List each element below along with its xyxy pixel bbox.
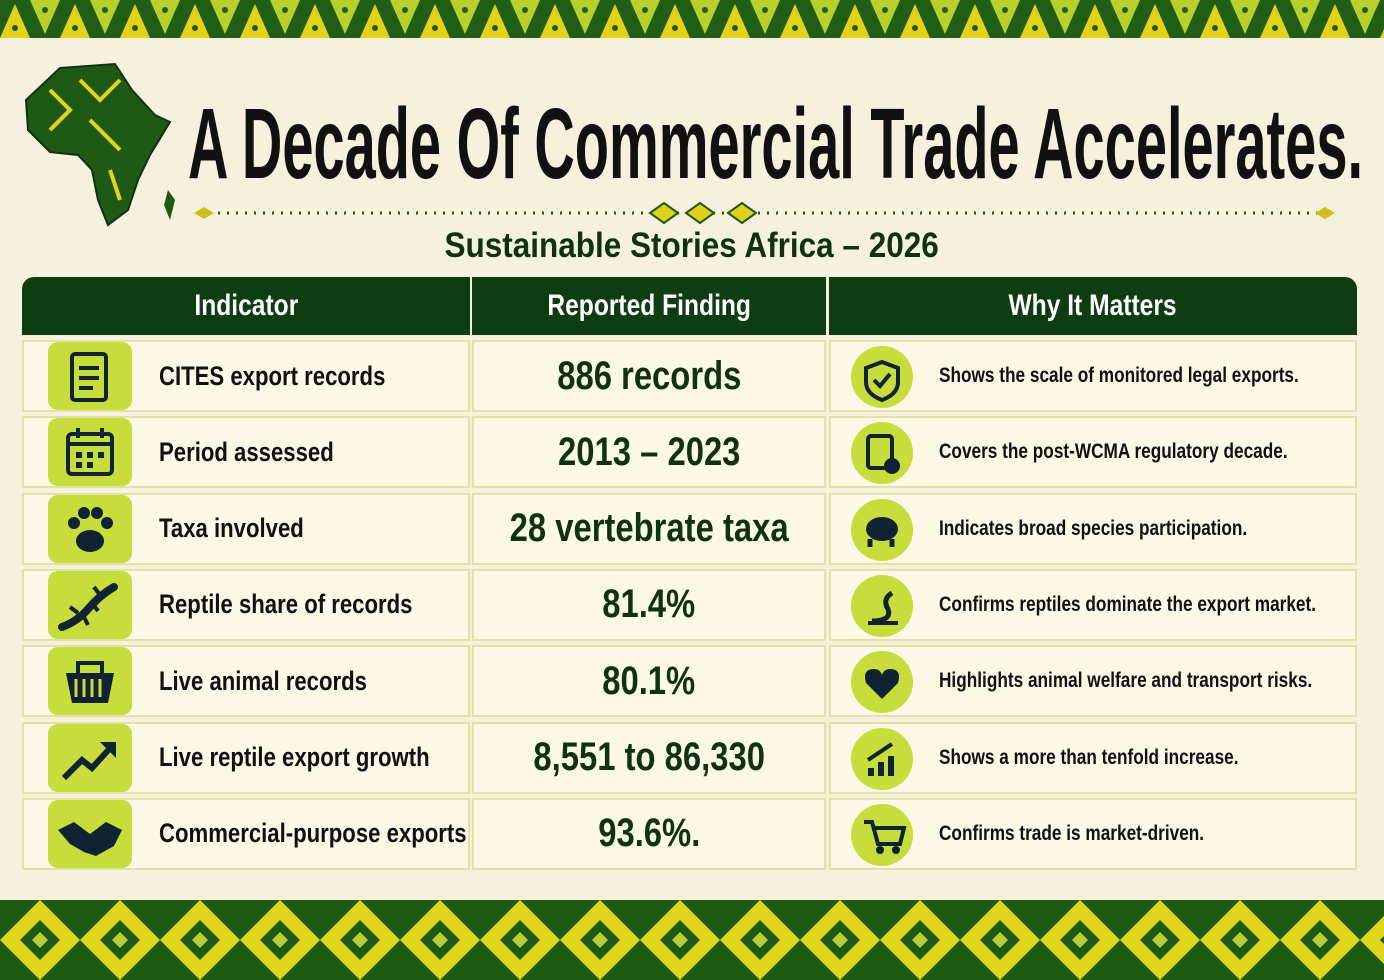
row-icon — [48, 570, 132, 639]
note: Confirms trade is market-driven. — [939, 821, 1205, 845]
row-icon — [851, 498, 913, 561]
indicator-cell: Live animal records — [22, 645, 470, 718]
finding-cell: 886 records — [472, 340, 826, 412]
finding-cell: 8,551 to 86,330 — [472, 721, 826, 794]
finding-cell: 93.6%. — [472, 797, 826, 870]
column-header-text: Why It Matters — [1008, 289, 1178, 322]
note-cell: Shows the scale of monitored legal expor… — [829, 340, 1357, 412]
icon-glyph — [864, 819, 907, 854]
row-icon — [851, 651, 913, 714]
row-icon — [851, 574, 913, 637]
finding: 93.6%. — [597, 811, 701, 856]
finding: 8,551 to 86,330 — [533, 735, 765, 779]
title: A Decade Of Commercial Trade Accelerates… — [188, 88, 1363, 200]
finding-cell: 80.1% — [472, 645, 826, 718]
finding: 81.4% — [602, 582, 696, 627]
indicator: Live reptile export growth — [159, 742, 430, 772]
finding-cell: 28 vertebrate taxa — [472, 492, 826, 565]
row-icon — [851, 422, 913, 485]
indicator: Live animal records — [159, 665, 367, 696]
note: Indicates broad species participation. — [939, 516, 1248, 540]
note-cell: Covers the post-WCMA regulatory decade. — [829, 416, 1357, 489]
icon-glyph — [864, 359, 900, 403]
column-header: Reported Finding — [472, 277, 826, 335]
note: Highlights animal welfare and transport … — [939, 669, 1313, 693]
indicator-cell: Commercial-purpose exports — [22, 797, 470, 870]
indicator-cell: Period assessed — [22, 416, 470, 489]
indicator: CITES export records — [159, 360, 386, 391]
title-area: A Decade Of Commercial Trade Accelerates… — [188, 88, 1363, 225]
row-icon — [48, 494, 132, 563]
note-cell: Indicates broad species participation. — [829, 492, 1357, 565]
icon-glyph — [58, 582, 118, 631]
note: Confirms reptiles dominate the export ma… — [939, 592, 1317, 616]
africa-map — [24, 62, 175, 227]
icon-glyph — [66, 428, 114, 477]
indicator-cell: CITES export records — [22, 340, 470, 412]
icon-glyph — [61, 741, 116, 780]
finding: 2013 – 2023 — [557, 429, 741, 474]
top-border — [0, 0, 1384, 38]
indicator-cell: Reptile share of records — [22, 568, 470, 641]
bottom-border — [0, 900, 1384, 980]
icon-glyph — [866, 516, 898, 547]
note-cell: Confirms trade is market-driven. — [829, 797, 1357, 870]
subtitle-text: Sustainable Stories Africa – 2026 — [444, 226, 940, 265]
column-header-text: Indicator — [194, 289, 298, 322]
row-icon — [48, 723, 132, 792]
finding: 886 records — [556, 353, 742, 398]
icon-glyph — [68, 506, 113, 552]
indicator-cell: Live reptile export growth — [22, 721, 470, 794]
finding-cell: 2013 – 2023 — [472, 416, 826, 489]
indicator: Period assessed — [159, 436, 334, 467]
icon-glyph — [865, 669, 899, 700]
finding-cell: 81.4% — [472, 568, 826, 641]
row-icon — [48, 418, 132, 487]
indicator: Taxa involved — [159, 513, 304, 544]
note: Shows a more than tenfold increase. — [939, 745, 1239, 769]
icon-glyph — [866, 741, 894, 776]
note-cell: Shows a more than tenfold increase. — [829, 721, 1357, 794]
note: Covers the post-WCMA regulatory decade. — [939, 440, 1288, 464]
row-icon — [851, 727, 913, 790]
column-header: Why It Matters — [829, 277, 1357, 335]
icon-glyph — [66, 661, 114, 704]
row-icon — [851, 803, 913, 866]
indicator: Commercial-purpose exports — [159, 818, 467, 849]
finding: 28 vertebrate taxa — [509, 506, 789, 551]
icon-glyph — [866, 434, 900, 475]
finding: 80.1% — [602, 658, 696, 703]
row-icon — [48, 799, 132, 868]
column-header: Indicator — [22, 277, 470, 335]
icon-glyph — [58, 821, 122, 856]
indicator: Reptile share of records — [159, 589, 413, 620]
note-cell: Confirms reptiles dominate the export ma… — [829, 568, 1357, 641]
row-icon — [48, 342, 132, 410]
note-cell: Highlights animal welfare and transport … — [829, 645, 1357, 718]
indicator-cell: Taxa involved — [22, 492, 470, 565]
row-icon — [48, 647, 132, 716]
subtitle: Sustainable Stories Africa – 2026 — [0, 222, 1384, 270]
column-header-text: Reported Finding — [547, 289, 751, 322]
icon-glyph — [70, 352, 108, 402]
note: Shows the scale of monitored legal expor… — [939, 364, 1299, 387]
icon-glyph — [868, 590, 898, 625]
row-icon — [851, 346, 913, 408]
